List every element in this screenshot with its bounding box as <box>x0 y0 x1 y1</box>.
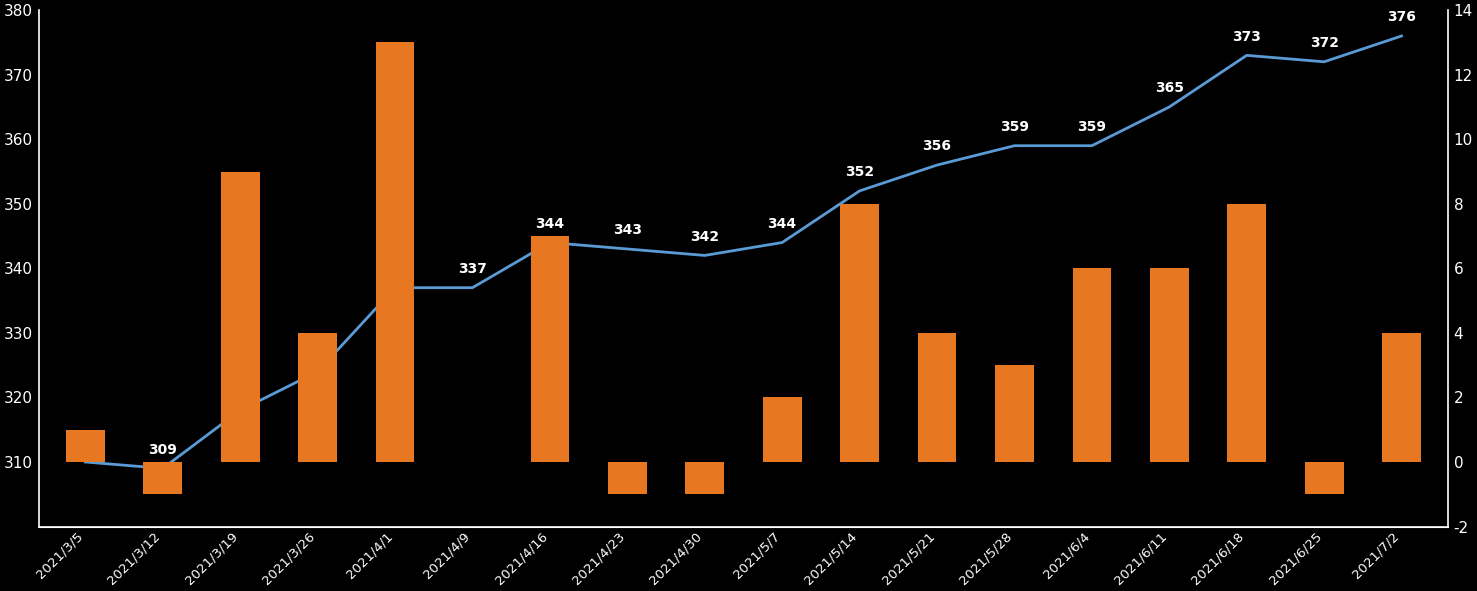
Text: 310: 310 <box>71 436 100 450</box>
Bar <box>143 462 182 494</box>
Bar <box>995 365 1034 462</box>
Text: 376: 376 <box>1387 11 1416 24</box>
Bar <box>1072 268 1111 462</box>
Text: 359: 359 <box>1077 120 1106 134</box>
Bar <box>1304 462 1344 494</box>
Bar <box>375 43 415 462</box>
Bar <box>609 462 647 494</box>
Text: 337: 337 <box>458 262 487 276</box>
Bar <box>685 462 724 494</box>
Text: 344: 344 <box>768 217 796 231</box>
Text: 344: 344 <box>535 217 564 231</box>
Bar <box>220 171 260 462</box>
Bar <box>1151 268 1189 462</box>
Text: 337: 337 <box>381 262 409 276</box>
Bar <box>66 430 105 462</box>
Text: 372: 372 <box>1310 36 1338 50</box>
Bar <box>1382 333 1421 462</box>
Bar <box>298 333 337 462</box>
Bar <box>1227 204 1266 462</box>
Bar <box>530 236 569 462</box>
Text: 365: 365 <box>1155 82 1183 95</box>
Text: 373: 373 <box>1232 30 1261 44</box>
Text: 318: 318 <box>226 385 254 399</box>
Text: 359: 359 <box>1000 120 1029 134</box>
Bar <box>762 397 802 462</box>
Bar <box>917 333 957 462</box>
Text: 356: 356 <box>923 139 951 154</box>
Text: 352: 352 <box>845 165 874 179</box>
Text: 343: 343 <box>613 223 642 238</box>
Text: 324: 324 <box>303 346 332 360</box>
Text: 342: 342 <box>690 230 719 244</box>
Text: 309: 309 <box>148 443 177 457</box>
Bar <box>840 204 879 462</box>
